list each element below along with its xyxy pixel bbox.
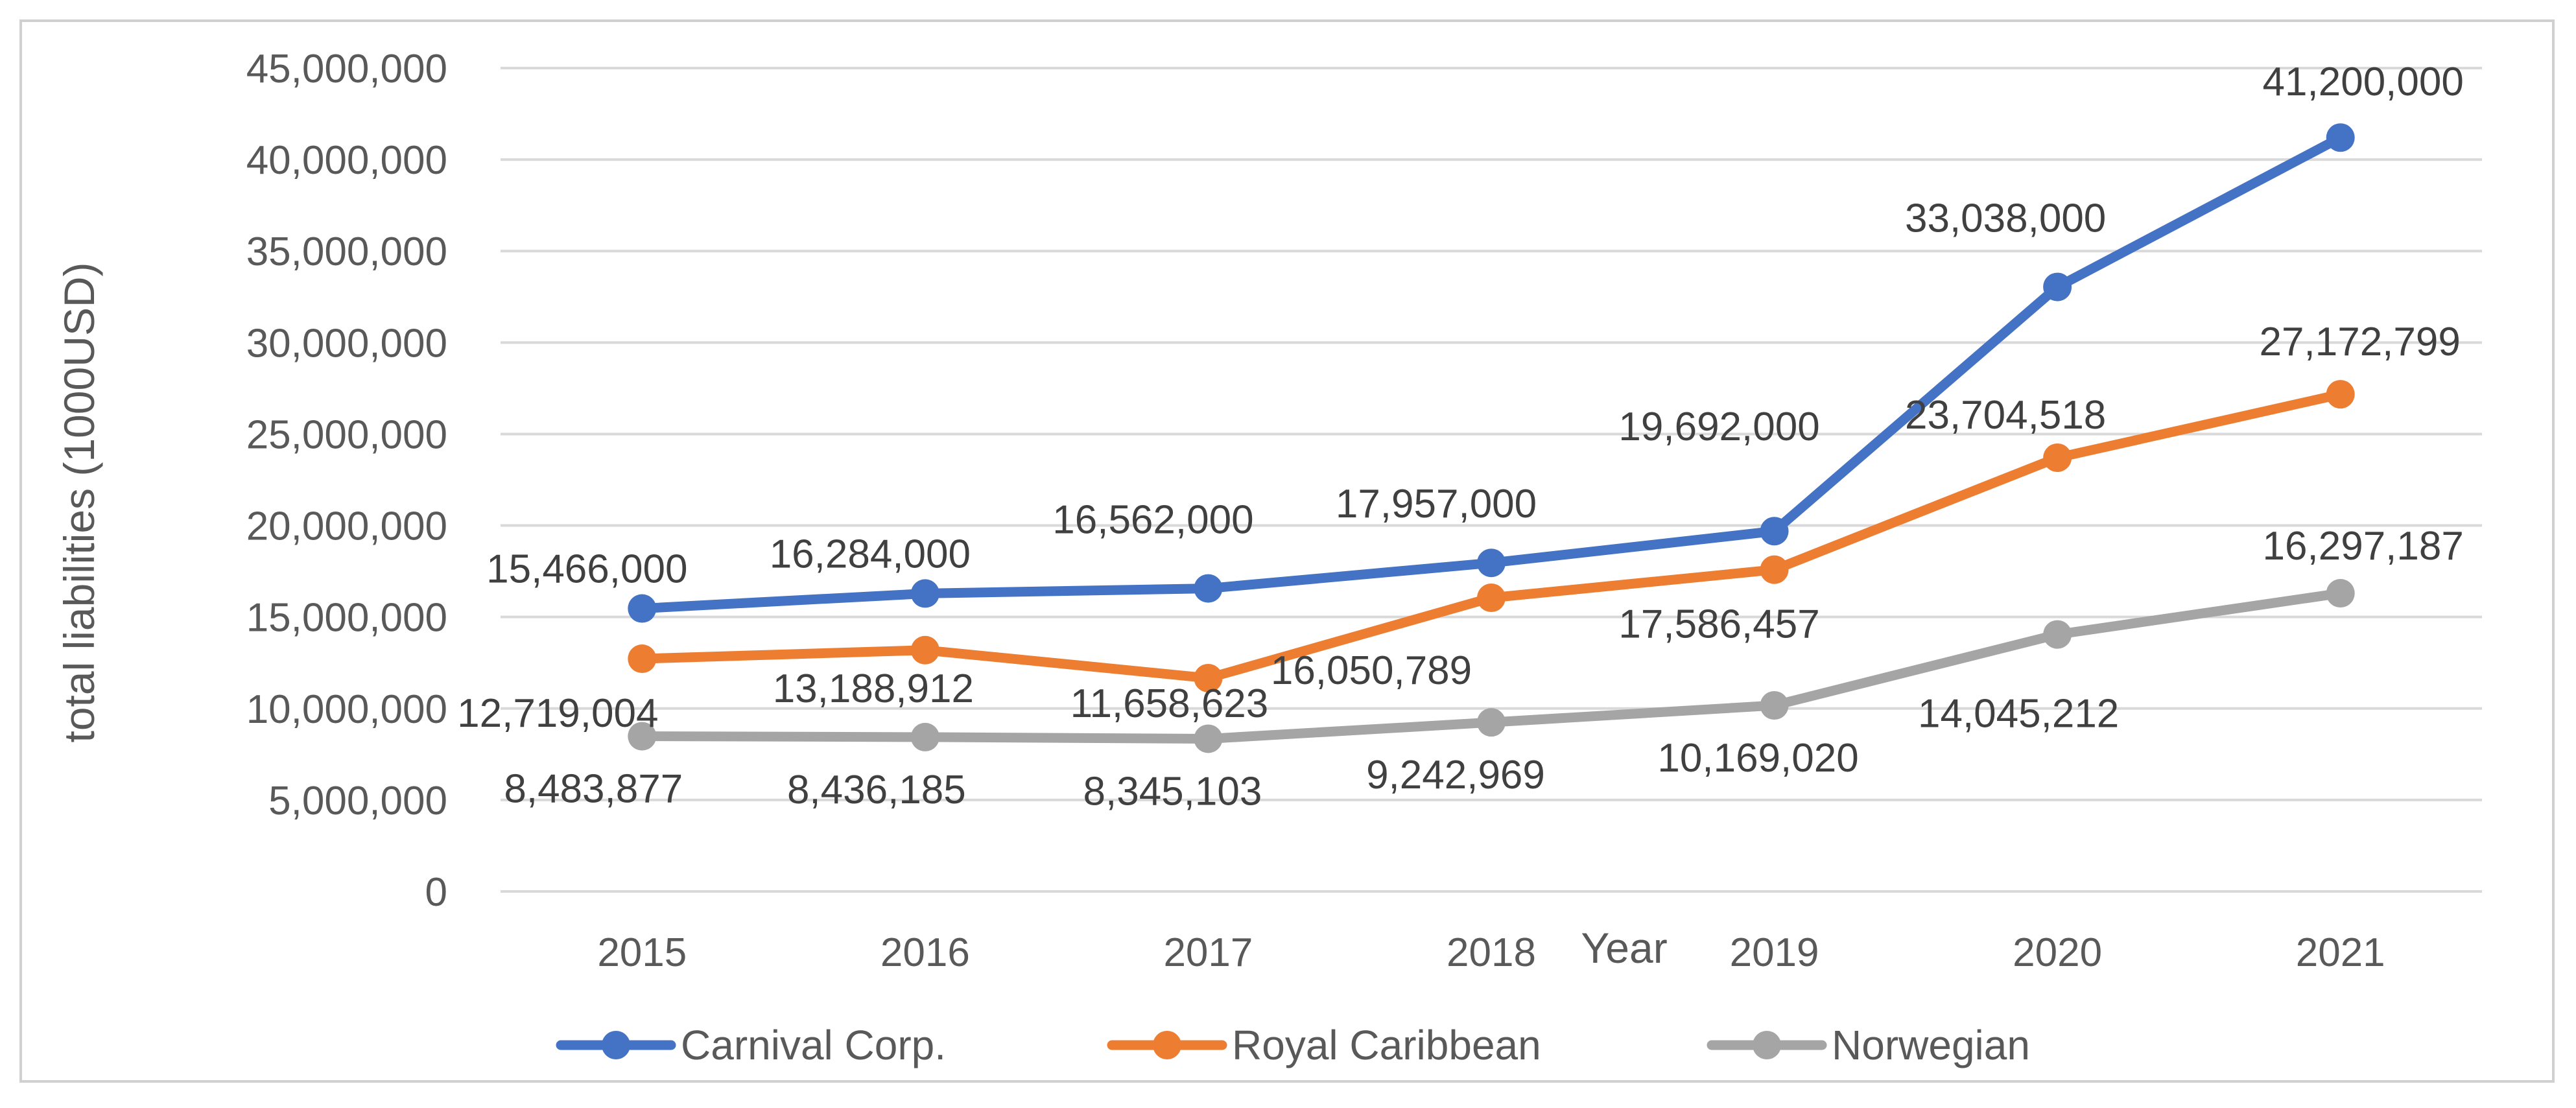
data-label: 16,297,187 xyxy=(2263,524,2464,569)
data-point-royal-caribbean xyxy=(2043,443,2072,473)
y-tick-label: 25,000,000 xyxy=(246,412,447,457)
data-label: 41,200,000 xyxy=(2263,60,2464,104)
data-label: 16,050,789 xyxy=(1271,648,1472,693)
data-point-royal-caribbean xyxy=(1477,583,1506,613)
y-tick-label: 20,000,000 xyxy=(246,504,447,549)
data-point-royal-caribbean xyxy=(628,644,657,674)
legend-marker xyxy=(1153,1031,1181,1059)
x-tick-label: 2017 xyxy=(1163,930,1253,975)
data-label: 19,692,000 xyxy=(1618,405,1819,449)
y-tick-label: 10,000,000 xyxy=(246,687,447,732)
data-point-carnival-corp xyxy=(2326,123,2355,152)
x-tick-label: 2020 xyxy=(2013,930,2102,975)
y-axis-ticks: 0 5,000,000 10,000,000 15,000,000 20,000,000… xyxy=(246,47,447,915)
data-point-carnival-corp xyxy=(910,579,939,608)
y-tick-label: 15,000,000 xyxy=(246,596,447,641)
x-tick-label: 2018 xyxy=(1447,930,1536,975)
legend-label: Carnival Corp. xyxy=(681,1022,946,1068)
legend-marker xyxy=(1753,1031,1781,1059)
data-labels: 15,466,000 16,284,000 16,562,000 17,957,000… xyxy=(457,60,2464,814)
data-point-carnival-corp xyxy=(628,594,657,623)
data-label: 15,466,000 xyxy=(486,547,687,592)
y-tick-label: 40,000,000 xyxy=(246,138,447,183)
data-label: 27,172,799 xyxy=(2260,320,2461,364)
y-tick-label: 5,000,000 xyxy=(268,779,447,823)
data-label: 8,483,877 xyxy=(504,767,683,812)
data-label: 23,704,518 xyxy=(1905,393,2106,438)
data-label: 16,562,000 xyxy=(1052,498,1253,543)
x-tick-label: 2016 xyxy=(880,930,970,975)
data-label: 17,957,000 xyxy=(1336,482,1537,526)
data-point-carnival-corp xyxy=(1194,574,1223,603)
data-label: 13,188,912 xyxy=(773,666,974,711)
data-point-carnival-corp xyxy=(1477,548,1506,578)
data-label: 9,242,969 xyxy=(1366,753,1545,797)
data-label: 33,038,000 xyxy=(1905,196,2106,241)
series-group xyxy=(628,123,2355,753)
data-label: 16,284,000 xyxy=(770,532,971,576)
data-label: 11,658,623 xyxy=(1070,681,1269,726)
legend-marker xyxy=(602,1031,630,1059)
data-point-norwegian xyxy=(910,722,939,751)
x-axis-title: Year xyxy=(1581,924,1667,972)
data-point-carnival-corp xyxy=(1760,517,1789,546)
data-point-royal-caribbean xyxy=(1194,663,1223,692)
legend-label: Royal Caribbean xyxy=(1232,1022,1541,1068)
data-point-norwegian xyxy=(1760,691,1789,720)
data-point-norwegian xyxy=(1477,708,1506,737)
legend-label: Norwegian xyxy=(1832,1022,2030,1068)
data-point-royal-caribbean xyxy=(1760,555,1789,584)
y-tick-label: 0 xyxy=(425,870,447,915)
x-tick-label: 2015 xyxy=(597,930,687,975)
data-point-royal-caribbean xyxy=(910,635,939,665)
data-point-royal-caribbean xyxy=(2326,380,2355,409)
data-label: 8,436,185 xyxy=(787,768,966,812)
x-axis-ticks: 2015 2016 2017 2018 2019 2020 2021 xyxy=(597,930,2385,975)
y-tick-label: 30,000,000 xyxy=(246,321,447,366)
y-axis-title: total liabilities (1000USD) xyxy=(55,263,103,743)
data-label: 8,345,103 xyxy=(1083,769,1262,814)
data-point-carnival-corp xyxy=(2043,272,2072,301)
y-tick-label: 35,000,000 xyxy=(246,230,447,274)
chart-frame xyxy=(19,19,2555,1083)
data-label: 17,586,457 xyxy=(1618,602,1819,647)
data-label: 14,045,212 xyxy=(1918,692,2119,737)
x-tick-label: 2019 xyxy=(1730,930,1819,975)
y-tick-label: 45,000,000 xyxy=(246,47,447,91)
legend: Carnival Corp. Royal Caribbean Norwegian xyxy=(556,1022,2030,1068)
data-label: 12,719,004 xyxy=(457,691,658,736)
data-point-norwegian xyxy=(2326,579,2355,608)
x-tick-label: 2021 xyxy=(2296,930,2385,975)
data-label: 10,169,020 xyxy=(1657,736,1858,781)
data-point-norwegian xyxy=(2043,620,2072,649)
data-point-norwegian xyxy=(1194,724,1223,753)
data-point-norwegian xyxy=(628,722,657,751)
